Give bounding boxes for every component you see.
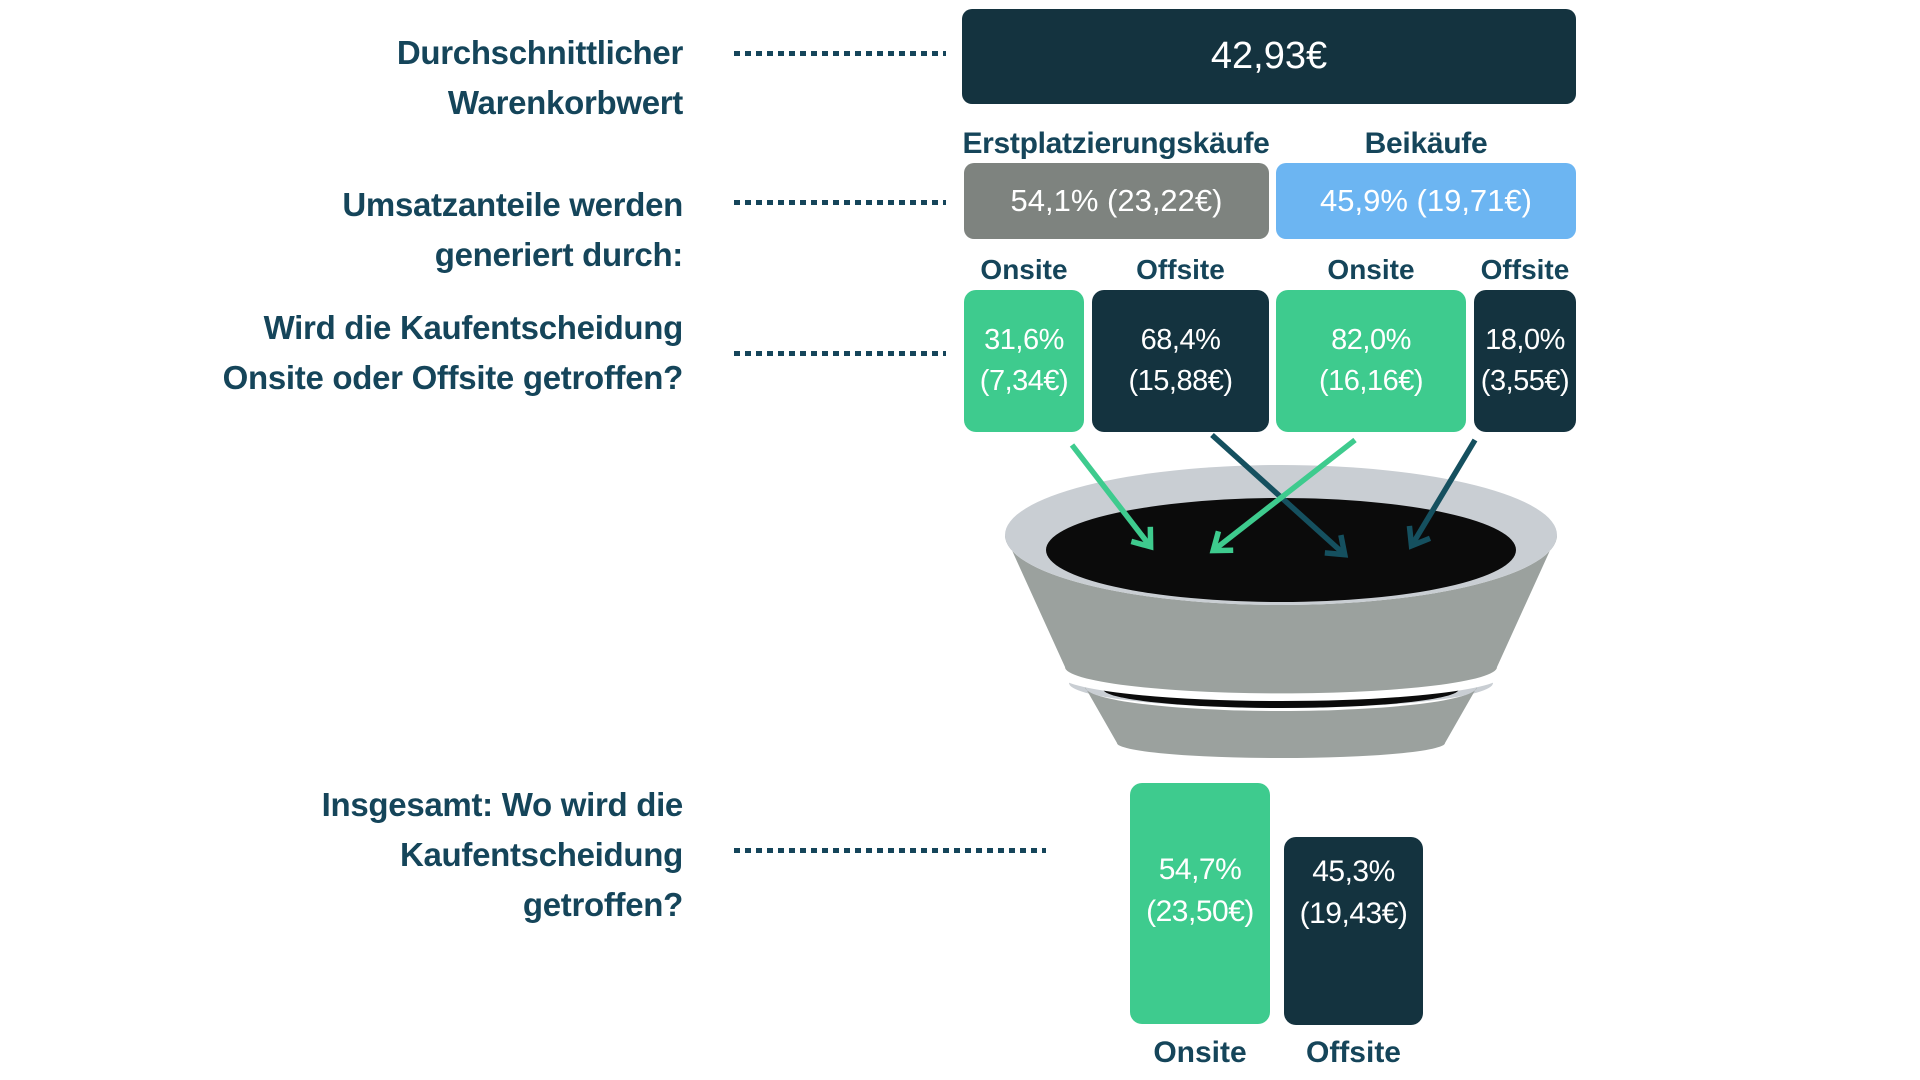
bowl-opening xyxy=(1046,498,1516,602)
revenue-share-beikaeufe-box: 45,9% (19,71€) xyxy=(1276,163,1576,239)
arrow-erstplatzierung-offsite xyxy=(1210,432,1349,558)
label-revenue-share: Umsatzanteile werden generiert durch: xyxy=(183,180,683,280)
cell-beikaeufe-onsite: 82,0% (16,16€) xyxy=(1276,290,1466,432)
cell-pct: 82,0% xyxy=(1331,324,1411,356)
label-line: Insgesamt: Wo wird die xyxy=(321,786,684,823)
channel-label-offsite-2: Offsite xyxy=(1480,254,1570,285)
cell-amount: (7,34€) xyxy=(979,365,1069,397)
cell-amount: (15,88€) xyxy=(1128,365,1233,397)
label-line: getroffen? xyxy=(522,886,683,923)
header-beikaeufe: Beikäufe xyxy=(1364,127,1488,160)
bowl-gap xyxy=(1054,666,1508,701)
bar-pct: 54,7% xyxy=(1158,853,1242,886)
dotted-connector-row3 xyxy=(734,351,946,356)
total-basket-value: 42,93€ xyxy=(1210,35,1328,77)
overall-offsite-label: Offsite xyxy=(1305,1036,1401,1069)
dotted-connector-row4 xyxy=(734,848,1046,853)
label-line: Umsatzanteile werden xyxy=(342,186,683,223)
cell-erstplatzierung-offsite: 68,4% (15,88€) xyxy=(1092,290,1269,432)
bowl-upper-body xyxy=(1005,535,1557,694)
arrow-beikaeufe-onsite xyxy=(1209,437,1357,554)
label-line: Onsite oder Offsite getroffen? xyxy=(222,359,684,396)
cell-beikaeufe-offsite: 18,0% (3,55€) xyxy=(1474,290,1576,432)
overall-onsite-bar: 54,7% (23,50€) xyxy=(1130,783,1270,1024)
basket-funnel-illustration xyxy=(1005,432,1557,758)
label-line: Durchschnittlicher xyxy=(396,34,683,71)
cell-pct: 31,6% xyxy=(984,324,1064,356)
bar-pct: 45,3% xyxy=(1312,855,1395,888)
header-erstplatzierungskaeufe: Erstplatzierungskäufe xyxy=(962,127,1270,160)
bar-amount: (19,43€) xyxy=(1299,897,1408,930)
label-overall-decision: Insgesamt: Wo wird die Kaufentscheidung … xyxy=(183,780,684,930)
overall-offsite-bar: 45,3% (19,43€) xyxy=(1284,837,1423,1025)
channel-label-onsite-2: Onsite xyxy=(1327,254,1415,285)
channel-label-offsite-1: Offsite xyxy=(1136,254,1225,285)
arrow-beikaeufe-offsite xyxy=(1406,438,1478,550)
bowl-lower-body xyxy=(1085,687,1477,758)
revenue-share-erstplatzierung-value: 54,1% (23,22€) xyxy=(1010,183,1223,218)
revenue-share-beikaeufe-value: 45,9% (19,71€) xyxy=(1320,183,1532,218)
cell-pct: 68,4% xyxy=(1140,324,1221,356)
arrow-erstplatzierung-onsite xyxy=(1069,443,1154,551)
overall-onsite-label: Onsite xyxy=(1153,1036,1247,1069)
cell-amount: (16,16€) xyxy=(1318,365,1424,397)
revenue-share-erstplatzierung-box: 54,1% (23,22€) xyxy=(964,163,1269,239)
bar-amount: (23,50€) xyxy=(1146,895,1254,928)
dotted-connector-row2 xyxy=(734,200,946,205)
channel-label-onsite-1: Onsite xyxy=(980,254,1068,285)
label-line: generiert durch: xyxy=(434,236,684,273)
dotted-connector-row1 xyxy=(734,51,946,56)
cell-amount: (3,55€) xyxy=(1480,365,1570,397)
cell-pct: 18,0% xyxy=(1485,324,1565,356)
label-line: Kaufentscheidung xyxy=(399,836,683,873)
cell-erstplatzierung-onsite: 31,6% (7,34€) xyxy=(964,290,1084,432)
label-line: Warenkorbwert xyxy=(447,84,683,121)
label-decision-location: Wird die Kaufentscheidung Onsite oder Of… xyxy=(173,303,684,403)
label-line: Wird die Kaufentscheidung xyxy=(263,309,684,346)
total-basket-value-box: 42,93€ xyxy=(962,9,1576,104)
label-average-basket-value: Durchschnittlicher Warenkorbwert xyxy=(183,28,683,128)
